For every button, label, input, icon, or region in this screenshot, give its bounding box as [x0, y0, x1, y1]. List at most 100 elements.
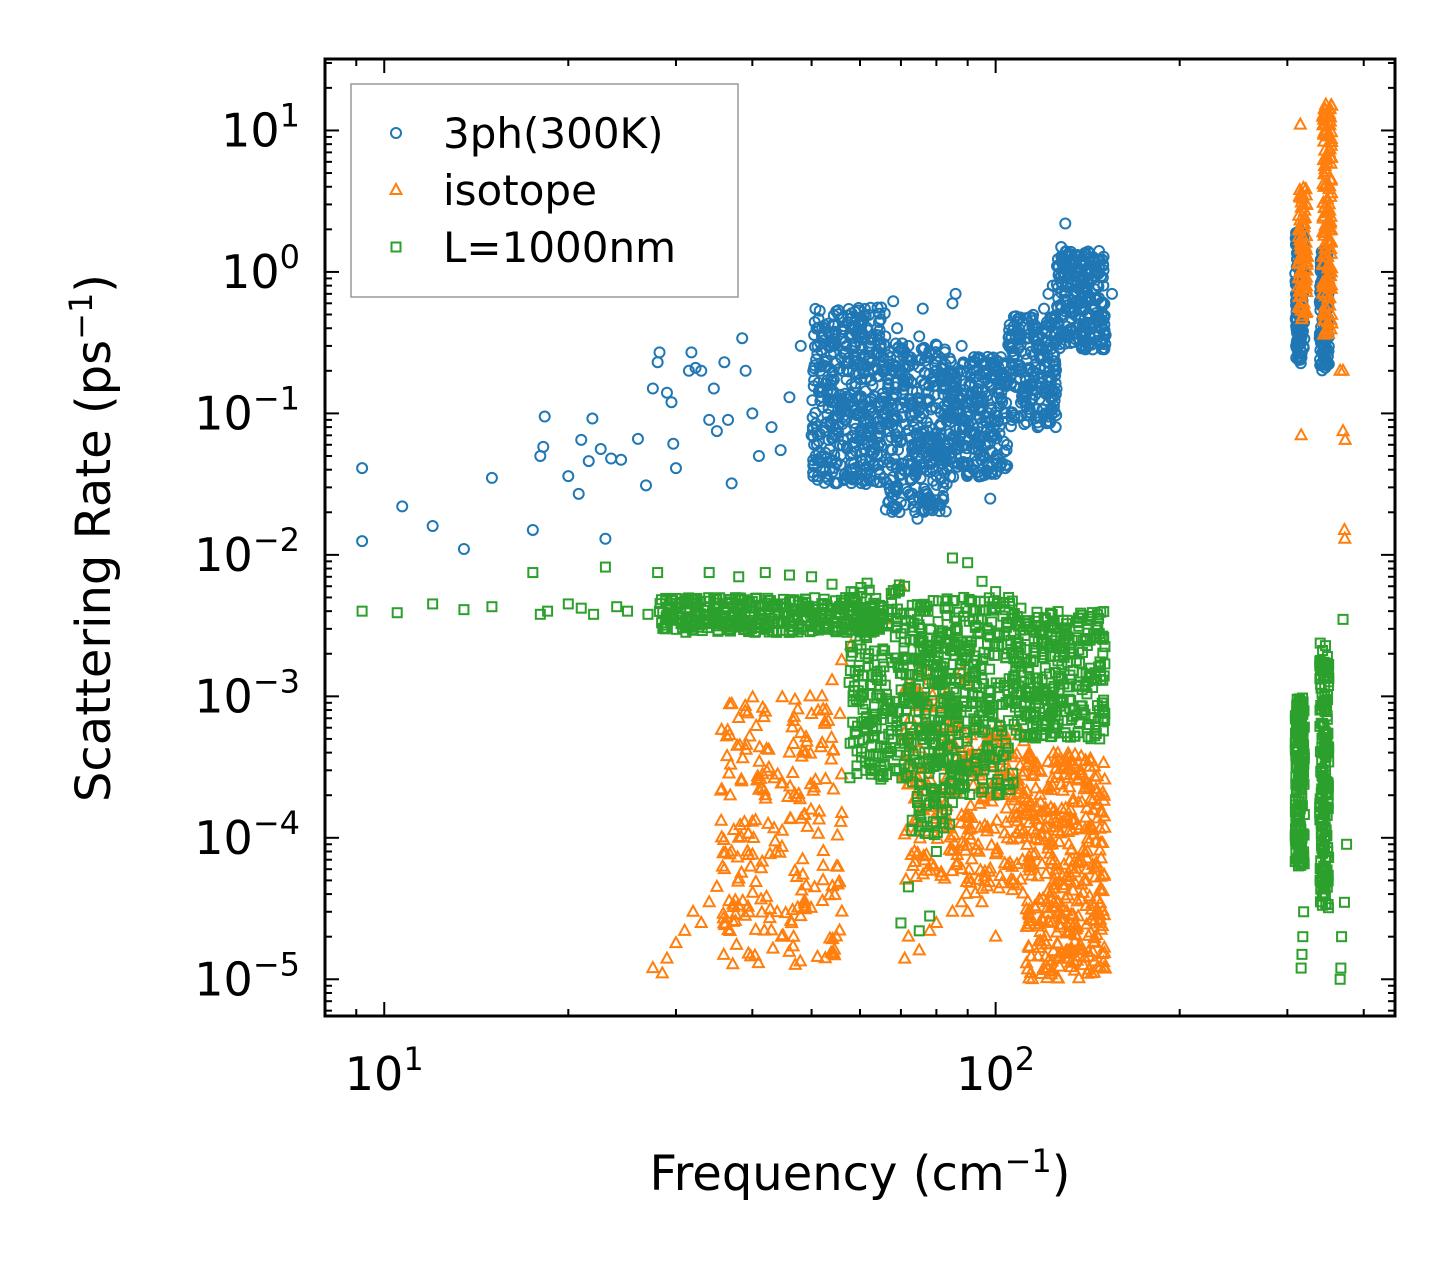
data-point [917, 343, 930, 356]
data-point [897, 457, 910, 470]
data-point [839, 346, 852, 359]
data-point [883, 345, 896, 358]
data-point [909, 469, 922, 482]
data-point [910, 385, 923, 398]
data-point [837, 365, 850, 378]
data-point [873, 316, 886, 329]
data-point [832, 403, 845, 416]
data-point [874, 427, 887, 440]
data-point [815, 344, 828, 357]
data-point [970, 391, 983, 404]
data-point [862, 308, 875, 321]
data-point [816, 401, 829, 414]
data-point [819, 446, 832, 459]
data-point [898, 464, 911, 477]
data-point [856, 343, 869, 356]
data-point [883, 456, 896, 469]
data-point [913, 440, 926, 453]
data-point [859, 478, 872, 491]
data-point [856, 474, 869, 487]
data-point [830, 305, 843, 318]
data-point [998, 445, 1011, 458]
data-point [834, 362, 847, 375]
data-point [915, 461, 928, 474]
data-point [928, 371, 941, 384]
data-point [887, 482, 900, 495]
data-point [820, 451, 833, 464]
data-point [819, 464, 832, 477]
data-point [871, 476, 884, 489]
data-point [880, 453, 893, 466]
data-point [843, 329, 856, 342]
data-point [806, 394, 819, 407]
data-point [869, 442, 882, 455]
data-point [890, 388, 903, 401]
data-point [886, 420, 899, 433]
data-point [860, 373, 873, 386]
data-point [960, 388, 973, 401]
data-point [995, 391, 1008, 404]
data-point [826, 432, 839, 445]
data-point [964, 414, 977, 427]
data-point [956, 358, 969, 371]
data-point [899, 379, 912, 392]
data-point [909, 506, 922, 519]
data-point [1000, 444, 1013, 457]
data-point [809, 417, 822, 430]
data-point [814, 384, 827, 397]
data-point [907, 358, 920, 371]
data-point [826, 388, 839, 401]
data-point [993, 400, 1006, 413]
data-point [870, 349, 883, 362]
data-point [818, 424, 831, 437]
data-point [837, 433, 850, 446]
data-point [879, 503, 892, 516]
data-point [845, 456, 858, 469]
data-point [923, 345, 936, 358]
data-point [821, 417, 834, 430]
data-point [899, 418, 912, 431]
data-point [859, 413, 872, 426]
data-point [854, 429, 867, 442]
data-point [946, 393, 959, 406]
data-point [819, 470, 832, 483]
data-point [892, 430, 905, 443]
data-point [836, 418, 849, 431]
data-point [944, 470, 957, 483]
data-point [851, 407, 864, 420]
data-point [922, 385, 935, 398]
data-point [849, 392, 862, 405]
data-point [866, 379, 879, 392]
data-point [822, 361, 835, 374]
data-point [861, 428, 874, 441]
data-point [871, 458, 884, 471]
data-point [926, 504, 939, 517]
data-point [984, 380, 997, 393]
data-point [901, 376, 914, 389]
data-point [823, 327, 836, 340]
data-point [868, 390, 881, 403]
data-point [920, 424, 933, 437]
data-point [909, 407, 922, 420]
data-point [871, 301, 884, 314]
data-point [889, 337, 902, 350]
data-point [884, 351, 897, 364]
data-point [999, 462, 1012, 475]
data-point [919, 485, 932, 498]
data-point [925, 403, 938, 416]
data-point [824, 340, 837, 353]
data-point [831, 409, 844, 422]
data-point [904, 408, 917, 421]
data-point [983, 378, 996, 391]
data-point [919, 493, 932, 506]
data-point [808, 316, 821, 329]
data-point [807, 457, 820, 470]
data-point [900, 352, 913, 365]
data-point [896, 337, 909, 350]
data-point [937, 493, 950, 506]
data-point [859, 454, 872, 467]
data-point [885, 431, 898, 444]
data-point [809, 340, 822, 353]
data-point [929, 338, 942, 351]
data-point [821, 374, 834, 387]
